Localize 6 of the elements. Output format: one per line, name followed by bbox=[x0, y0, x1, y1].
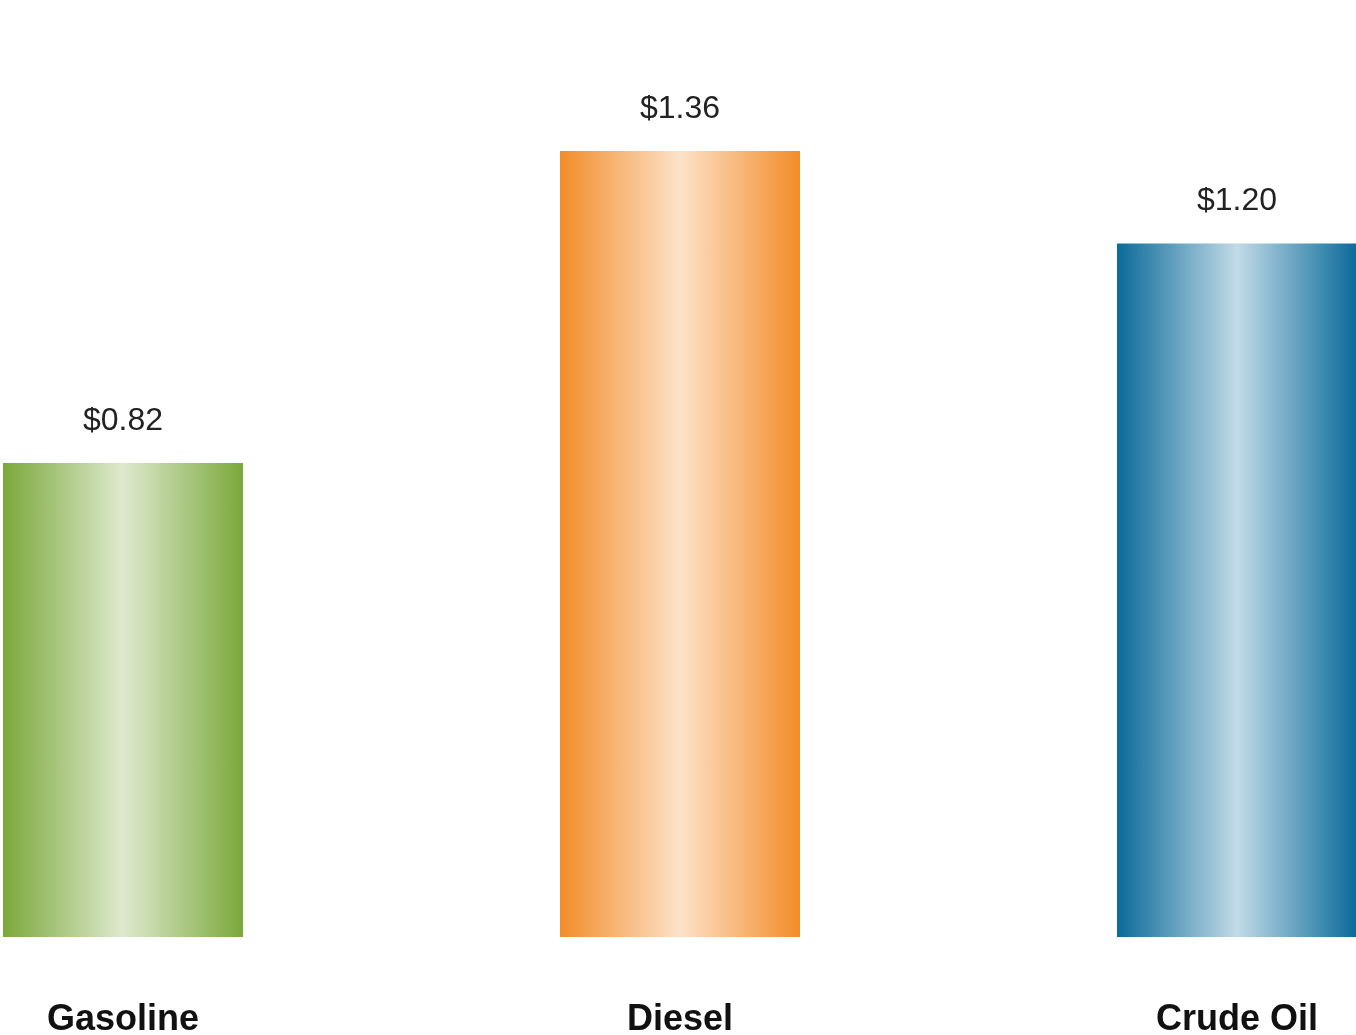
x-tick-label: Gasoline bbox=[46, 996, 200, 1035]
data-label: $1.20 bbox=[1196, 181, 1278, 218]
data-label: $1.36 bbox=[639, 88, 721, 125]
x-tick-label: Crude Oil bbox=[1155, 996, 1319, 1035]
data-label: $0.82 bbox=[82, 401, 164, 438]
x-tick-label: Diesel bbox=[626, 996, 734, 1035]
